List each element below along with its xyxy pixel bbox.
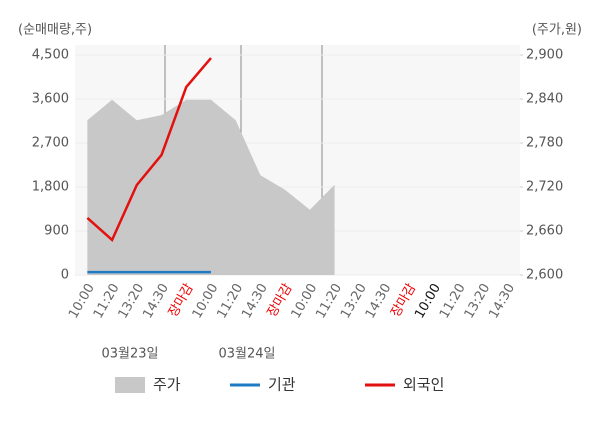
y2-tick-label: 2,660 bbox=[526, 224, 563, 239]
legend-label: 주가 bbox=[153, 376, 181, 394]
y2-tick-label: 2,600 bbox=[526, 268, 563, 283]
legend-label: 외국인 bbox=[403, 376, 444, 394]
y-tick-label: 3,600 bbox=[32, 92, 69, 107]
series-line bbox=[86, 57, 212, 243]
y2-tick-label: 2,720 bbox=[526, 180, 563, 195]
y-tick-label: 900 bbox=[44, 224, 69, 239]
legend-label: 기관 bbox=[268, 376, 296, 394]
x-tick-label: 14:30 bbox=[363, 281, 395, 321]
price-area bbox=[87, 99, 335, 275]
y-axis-title: (순매매량,주) bbox=[18, 23, 92, 38]
y2-tick-label: 2,900 bbox=[526, 48, 563, 63]
x-tick-label: 14:30 bbox=[486, 281, 518, 321]
y2-axis-title: (주가,원) bbox=[532, 23, 582, 38]
x-tick-label: 14:30 bbox=[140, 281, 172, 321]
x-tick-label: 14:30 bbox=[239, 281, 271, 321]
y2-tick-label: 2,840 bbox=[526, 92, 563, 107]
y-tick-label: 0 bbox=[61, 268, 69, 283]
y-tick-label: 2,700 bbox=[32, 136, 69, 151]
date-label: 03월23일 bbox=[101, 347, 158, 362]
y2-tick-label: 2,780 bbox=[526, 136, 563, 151]
y-tick-label: 1,800 bbox=[32, 180, 69, 195]
y-tick-label: 4,500 bbox=[32, 48, 69, 63]
date-label: 03월24일 bbox=[218, 347, 275, 362]
legend-swatch bbox=[115, 377, 145, 393]
